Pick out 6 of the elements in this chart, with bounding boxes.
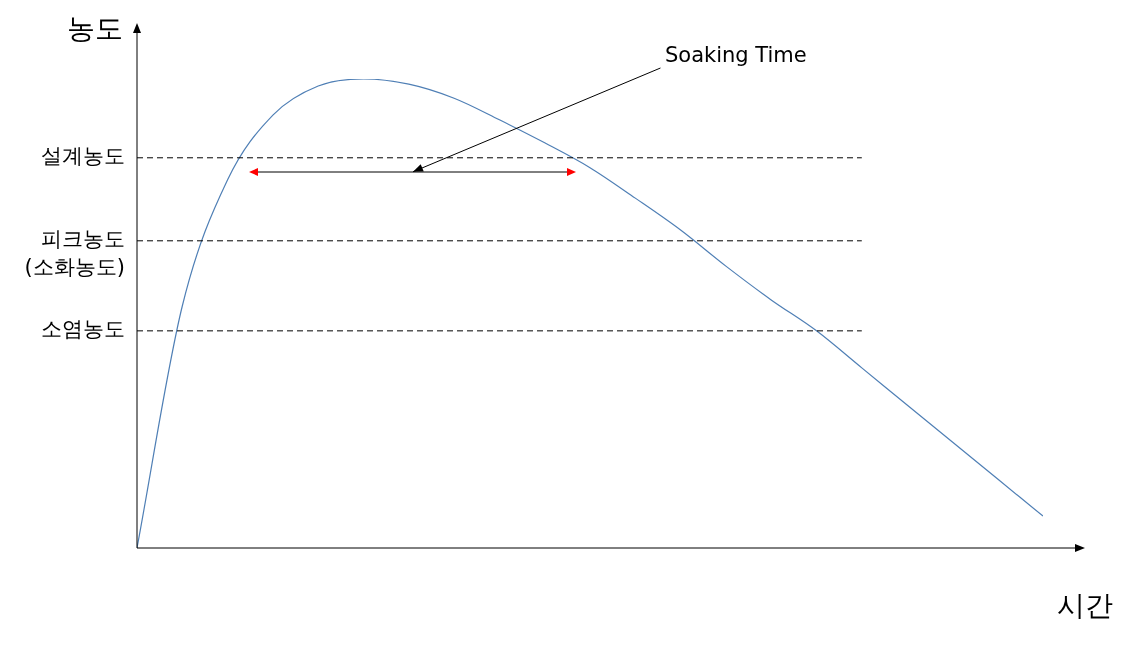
text: Soaking Time	[665, 43, 807, 67]
ref-line-label: 설계농도	[41, 144, 125, 169]
ref-line-label: 소염농도	[41, 317, 125, 342]
ref-line-label: 피크농도 (소화농도)	[24, 227, 125, 280]
x-axis-title: 시간	[1057, 589, 1113, 623]
y-axis-title: 농도	[67, 12, 123, 46]
